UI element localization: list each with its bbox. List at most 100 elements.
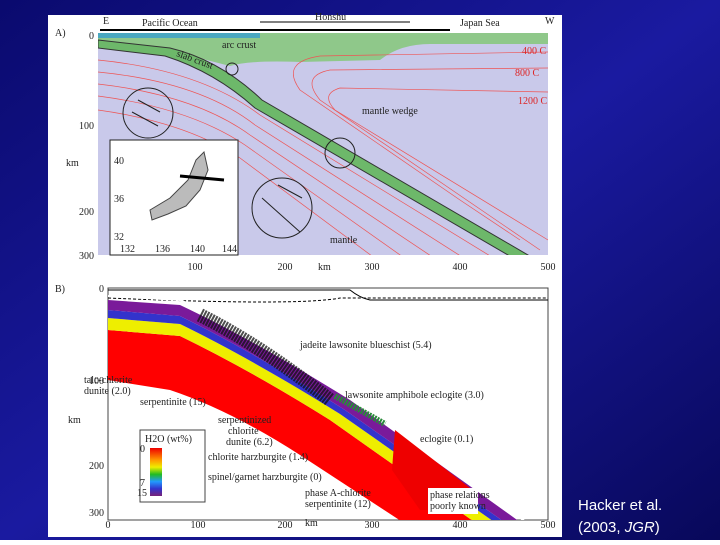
x-tick-label: 300 <box>365 520 380 531</box>
legend-tick: 7 <box>140 478 145 489</box>
isotherm <box>328 87 548 241</box>
crust-outline <box>108 289 548 301</box>
slab-top <box>108 295 525 520</box>
unit-label: serpentinized <box>218 415 271 426</box>
isotherm <box>311 67 548 251</box>
y-tick-label: 200 <box>89 461 104 472</box>
isotherm-label: 800 C <box>515 68 540 79</box>
zoom-circle <box>122 87 174 139</box>
legend-title: H2O (wt%) <box>145 434 192 445</box>
x-tick-label: 100 <box>188 262 203 273</box>
inset-label: 32 <box>114 232 124 243</box>
panel-a-drawing <box>98 33 548 255</box>
y-tick-label: 300 <box>89 508 104 519</box>
y-tick-label: 300 <box>79 251 94 262</box>
isotherm <box>98 83 431 255</box>
caption-journal: JGR <box>624 519 655 536</box>
unit-label: chlorite <box>228 426 259 437</box>
arrow <box>131 111 159 127</box>
x-tick-label: 400 <box>453 262 468 273</box>
label-box <box>428 488 478 514</box>
caption-part: (2003, <box>578 519 625 536</box>
y-tick-label: 0 <box>89 31 94 42</box>
x-tick-label: 500 <box>541 262 556 273</box>
inset-label: 132 <box>120 244 135 255</box>
panel-label: B) <box>55 284 65 295</box>
axis-label: km <box>318 262 331 273</box>
arrow <box>277 184 303 199</box>
unit-label: lawsonite amphibole eclogite (3.0) <box>345 390 484 401</box>
arc-crust <box>98 33 548 66</box>
axis-label: km <box>66 158 79 169</box>
unit-label: eclogite (0.1) <box>420 434 473 445</box>
isotherm <box>98 71 460 255</box>
isotherm-label: 1200 C <box>518 96 548 107</box>
axis-label: km <box>68 415 81 426</box>
x-tick-label: 400 <box>453 520 468 531</box>
zoom-circle <box>251 177 313 239</box>
unit-label: talc-chlorite <box>84 375 133 386</box>
x-tick-label: 300 <box>365 262 380 273</box>
y-ticks: 0 100 200 300 <box>79 31 94 262</box>
x-tick-label: 200 <box>278 262 293 273</box>
panel-b: H2O (wt%) 0 7 15 B) km km 0 100 200 300 0 10… <box>55 284 556 531</box>
caption-part: ) <box>655 519 660 536</box>
legend-colorbar <box>150 448 162 496</box>
unit-label: mantle wedge <box>362 106 418 117</box>
y-tick-label: 100 <box>89 376 104 387</box>
region-label: Japan Sea <box>460 18 500 29</box>
region-label: Honshu <box>315 12 346 23</box>
panel-label: A) <box>55 28 66 39</box>
x-tick-label: 100 <box>191 520 206 531</box>
earthquake-cloud <box>196 308 335 406</box>
legend-tick: 15 <box>137 488 147 499</box>
isotherm <box>98 95 401 255</box>
unit-label: poorly known <box>430 501 486 512</box>
axis-label: km <box>305 518 318 529</box>
crust-outline <box>107 297 548 303</box>
panel-a: A) E Pacific Ocean Honshu Japan Sea W ar… <box>55 12 556 273</box>
arrow <box>137 99 161 113</box>
x-tick-label: 0 <box>106 520 111 531</box>
unit-label: chlorite harzburgite (1.4) <box>208 452 308 463</box>
unit-label: jadeite lawsonite blueschist (5.4) <box>299 340 432 351</box>
inset-label: 140 <box>190 244 205 255</box>
inset-label: 136 <box>155 244 170 255</box>
inset-label: 40 <box>114 156 124 167</box>
unit-label: dunite (2.0) <box>84 386 131 397</box>
y-tick-label: 0 <box>99 284 104 295</box>
x-ticks: 100 200 300 400 500 <box>188 262 556 273</box>
earthquake-cloud <box>333 393 387 427</box>
direction-label: E <box>103 16 109 27</box>
y-ticks: 0 100 200 300 <box>89 284 104 519</box>
y-tick-label: 100 <box>79 121 94 132</box>
band-harzburgite <box>108 330 472 520</box>
x-ticks: 0 100 200 300 400 500 <box>106 520 556 531</box>
unit-label: serpentinite (15) <box>140 397 206 408</box>
unit-label: phase A-chlorite <box>305 488 371 499</box>
unit-label: phase relations <box>430 490 490 501</box>
arrow <box>261 197 301 233</box>
isotherm <box>293 51 548 241</box>
legend-tick: 0 <box>140 444 145 455</box>
isotherm <box>98 59 490 255</box>
japan-outline <box>149 151 209 221</box>
slab <box>98 39 529 255</box>
x-tick-label: 200 <box>278 520 293 531</box>
caption: Hacker et al. <box>578 497 662 514</box>
unit-label: arc crust <box>222 40 256 51</box>
region-label: Pacific Ocean <box>142 18 198 29</box>
unit-label: dunite (6.2) <box>226 437 273 448</box>
y-tick-label: 200 <box>79 207 94 218</box>
ocean <box>98 33 260 38</box>
zoom-circle <box>225 62 239 76</box>
unit-label: serpentinite (12) <box>305 499 371 510</box>
section-line <box>179 174 225 182</box>
isotherms <box>98 51 548 255</box>
zoom-circle <box>324 137 356 169</box>
inset-label: 144 <box>222 244 237 255</box>
direction-label: W <box>545 16 555 27</box>
x-tick-label: 500 <box>541 520 556 531</box>
